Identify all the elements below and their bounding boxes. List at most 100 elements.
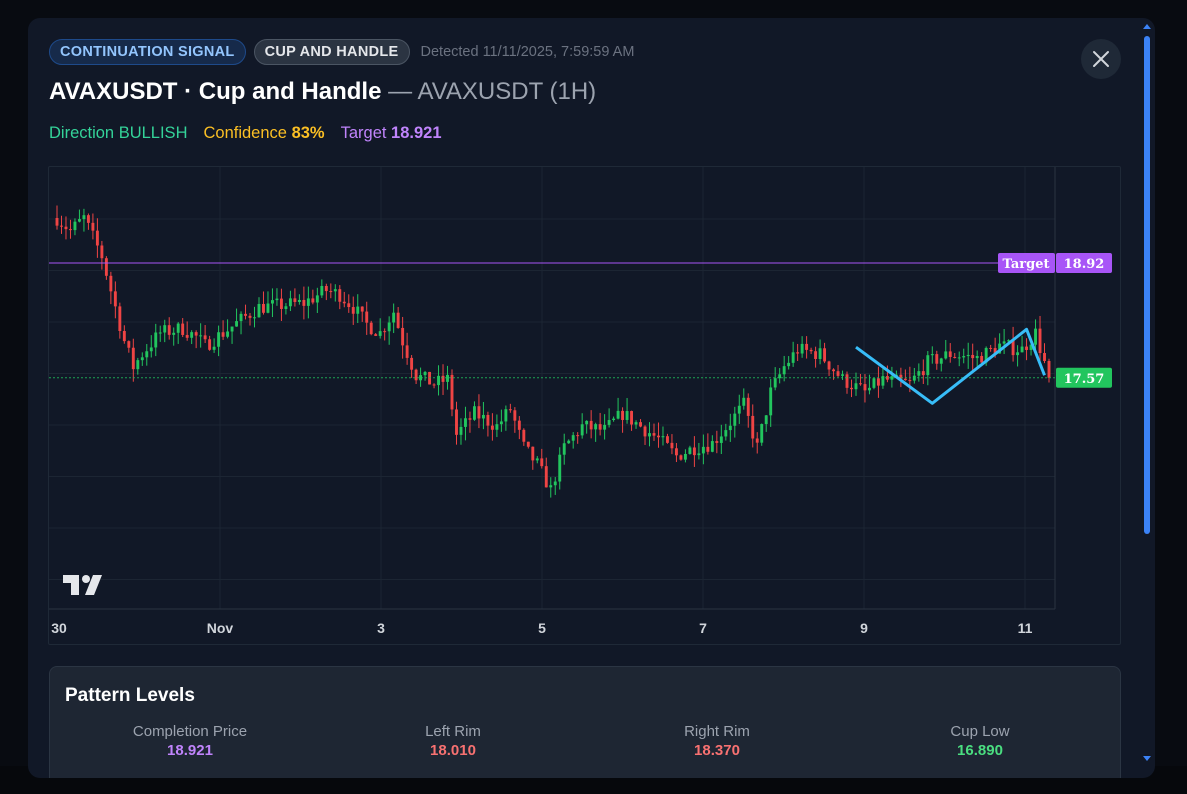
candle-body xyxy=(872,378,876,388)
candle-body xyxy=(616,410,620,419)
candle-body xyxy=(302,299,306,306)
candle-body xyxy=(1025,346,1029,350)
scroll-up-icon[interactable] xyxy=(1143,24,1151,29)
candle-body xyxy=(778,374,782,379)
candle-body xyxy=(549,485,553,488)
price-chart[interactable]: Target 18.92 17.57 30 Nov 3 5 7 9 11 xyxy=(48,166,1121,645)
candle-body xyxy=(392,312,396,323)
candle-body xyxy=(1016,352,1020,356)
candle-body xyxy=(450,374,454,410)
candle-body xyxy=(235,321,238,327)
chart-canvas[interactable]: Target 18.92 17.57 30 Nov 3 5 7 9 11 xyxy=(49,167,1122,646)
candle-body xyxy=(320,285,324,296)
candle-body xyxy=(594,424,598,430)
candle-body xyxy=(921,371,925,376)
pattern-levels-panel: Pattern Levels Completion Price 18.921 L… xyxy=(49,666,1121,778)
modal-title: AVAXUSDT · Cup and Handle — AVAXUSDT (1H… xyxy=(49,78,596,106)
confidence-stat: Confidence 83% xyxy=(203,124,324,143)
candle-body xyxy=(948,351,952,357)
badge-row: CONTINUATION SIGNAL CUP AND HANDLE Detec… xyxy=(49,39,634,65)
candle-body xyxy=(571,435,575,441)
candle-body xyxy=(1038,328,1042,354)
candle-body xyxy=(64,226,68,230)
candle-body xyxy=(329,291,333,293)
candle-body xyxy=(401,327,405,346)
candle-body xyxy=(661,436,665,438)
candle-body xyxy=(567,440,571,444)
target-price-label: 18.92 xyxy=(1064,257,1105,272)
candle-body xyxy=(244,313,247,316)
candle-body xyxy=(208,339,212,350)
candle-body xyxy=(86,215,90,223)
candle-body xyxy=(998,343,1002,354)
candle-body xyxy=(104,258,108,276)
candle-body xyxy=(172,332,176,335)
candle-body xyxy=(199,335,203,337)
candle-body xyxy=(297,299,301,302)
candle-body xyxy=(773,378,777,388)
title-sub: — AVAXUSDT (1H) xyxy=(381,78,597,105)
x-axis-tick-label: 11 xyxy=(1018,620,1033,636)
level-value: 16.890 xyxy=(957,742,1003,759)
candle-body xyxy=(477,406,481,419)
candle-body xyxy=(818,348,822,359)
candle-body xyxy=(324,285,328,292)
candle-body xyxy=(226,331,230,337)
candle-body xyxy=(55,218,59,226)
left-rim-level: Left Rim 18.010 xyxy=(353,723,553,759)
target-tag-bg xyxy=(998,253,1055,274)
candle-body xyxy=(625,411,629,420)
target-label: Target xyxy=(340,124,387,142)
candle-body xyxy=(899,374,903,379)
candle-body xyxy=(908,380,912,382)
candle-body xyxy=(980,355,984,363)
candle-body xyxy=(432,384,436,386)
candle-body xyxy=(464,418,467,427)
candle-body xyxy=(639,422,642,427)
direction-label: Direction xyxy=(49,124,115,142)
candle-body xyxy=(185,334,189,338)
candle-body xyxy=(742,397,746,406)
candle-body xyxy=(701,446,705,454)
x-axis-tick-label: 3 xyxy=(377,620,385,636)
candle-body xyxy=(688,447,692,454)
candle-body xyxy=(692,447,696,456)
candle-body xyxy=(154,332,158,348)
candle-body xyxy=(903,378,907,381)
candle-body xyxy=(73,221,77,231)
confidence-label: Confidence xyxy=(203,124,287,142)
close-button[interactable] xyxy=(1081,39,1121,79)
candle-body xyxy=(836,371,840,376)
candle-body xyxy=(239,313,243,322)
candle-body xyxy=(850,387,853,390)
candle-body xyxy=(387,322,391,332)
candle-body xyxy=(553,481,557,486)
candle-body xyxy=(544,466,548,488)
candle-body xyxy=(60,225,63,227)
target-stat: Target 18.921 xyxy=(341,124,442,143)
candle-body xyxy=(814,351,818,359)
candle-body xyxy=(710,441,714,452)
candle-body xyxy=(122,331,126,342)
candle-body xyxy=(926,355,930,376)
candle-body xyxy=(472,406,476,420)
candle-body xyxy=(167,325,171,335)
candle-body xyxy=(383,331,387,333)
candle-body xyxy=(769,387,773,416)
candle-body xyxy=(782,366,786,375)
candle-body xyxy=(809,349,813,352)
candle-body xyxy=(279,298,283,309)
tradingview-logo-icon[interactable] xyxy=(63,575,102,595)
candle-body xyxy=(266,303,270,313)
candle-body xyxy=(1007,340,1011,342)
candle-body xyxy=(1020,346,1024,353)
cup-low-level: Cup Low 16.890 xyxy=(880,723,1080,759)
scroll-down-icon[interactable] xyxy=(1143,756,1151,761)
candle-body xyxy=(621,410,625,420)
scrollbar-thumb[interactable] xyxy=(1144,36,1150,534)
candle-body xyxy=(158,332,162,334)
candle-body xyxy=(885,376,889,380)
candle-body xyxy=(423,371,427,376)
candle-body xyxy=(396,312,400,328)
candle-body xyxy=(957,357,961,359)
